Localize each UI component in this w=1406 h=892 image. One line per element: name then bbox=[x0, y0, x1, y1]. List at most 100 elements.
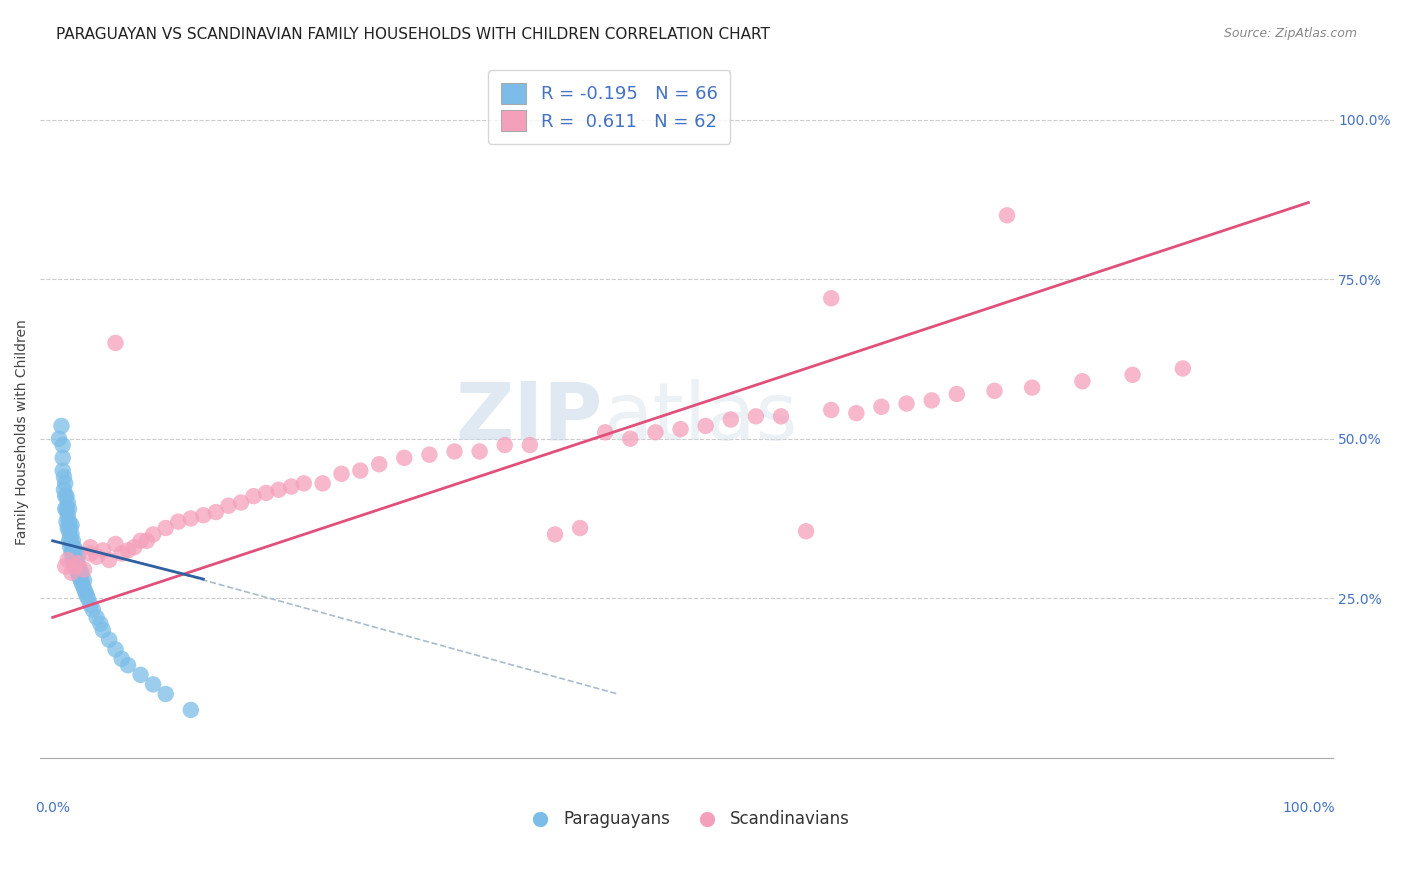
Point bbox=[59, 531, 82, 545]
Point bbox=[983, 384, 1005, 398]
Legend: Paraguayans, Scandinavians: Paraguayans, Scandinavians bbox=[517, 804, 856, 835]
Point bbox=[254, 486, 277, 500]
Point bbox=[845, 406, 868, 420]
Point bbox=[62, 533, 84, 548]
Point bbox=[368, 457, 391, 471]
Point bbox=[65, 543, 87, 558]
Point bbox=[443, 444, 465, 458]
Point bbox=[56, 521, 79, 535]
Point bbox=[820, 403, 842, 417]
Point bbox=[75, 585, 97, 599]
Point bbox=[53, 489, 76, 503]
Point bbox=[53, 559, 76, 574]
Point bbox=[60, 527, 83, 541]
Point bbox=[494, 438, 516, 452]
Point bbox=[117, 658, 139, 673]
Point bbox=[820, 291, 842, 305]
Point bbox=[193, 508, 215, 523]
Point bbox=[129, 668, 152, 682]
Point bbox=[65, 551, 87, 566]
Point bbox=[58, 502, 80, 516]
Point bbox=[58, 524, 80, 539]
Point bbox=[66, 566, 89, 580]
Point bbox=[86, 610, 108, 624]
Point bbox=[65, 554, 87, 568]
Point bbox=[72, 578, 94, 592]
Point bbox=[79, 598, 101, 612]
Point bbox=[98, 553, 121, 567]
Point bbox=[1071, 374, 1094, 388]
Point bbox=[70, 566, 93, 581]
Point bbox=[644, 425, 666, 440]
Point bbox=[59, 540, 82, 554]
Point bbox=[870, 400, 893, 414]
Point bbox=[56, 508, 79, 523]
Point bbox=[63, 540, 86, 554]
Point bbox=[794, 524, 817, 539]
Point bbox=[63, 548, 86, 562]
Point bbox=[55, 515, 77, 529]
Point bbox=[349, 464, 371, 478]
Point bbox=[60, 547, 83, 561]
Point bbox=[65, 559, 87, 574]
Point bbox=[135, 533, 157, 548]
Point bbox=[52, 464, 75, 478]
Point bbox=[1122, 368, 1144, 382]
Point bbox=[73, 582, 96, 596]
Point bbox=[946, 387, 969, 401]
Text: PARAGUAYAN VS SCANDINAVIAN FAMILY HOUSEHOLDS WITH CHILDREN CORRELATION CHART: PARAGUAYAN VS SCANDINAVIAN FAMILY HOUSEH… bbox=[56, 27, 770, 42]
Point bbox=[53, 502, 76, 516]
Point bbox=[229, 495, 252, 509]
Point bbox=[66, 558, 89, 572]
Point bbox=[52, 470, 75, 484]
Point bbox=[48, 432, 70, 446]
Point bbox=[995, 208, 1018, 222]
Point bbox=[111, 652, 134, 666]
Point bbox=[180, 511, 202, 525]
Point bbox=[58, 515, 80, 529]
Point bbox=[51, 418, 73, 433]
Point bbox=[142, 677, 165, 691]
Point bbox=[69, 572, 91, 586]
Point bbox=[117, 543, 139, 558]
Point bbox=[180, 703, 202, 717]
Text: Source: ZipAtlas.com: Source: ZipAtlas.com bbox=[1223, 27, 1357, 40]
Point bbox=[55, 489, 77, 503]
Point bbox=[55, 502, 77, 516]
Point bbox=[67, 569, 90, 583]
Point bbox=[79, 547, 101, 561]
Point bbox=[280, 479, 302, 493]
Point bbox=[619, 432, 641, 446]
Point bbox=[52, 450, 75, 465]
Point bbox=[217, 499, 239, 513]
Point bbox=[73, 574, 96, 588]
Point bbox=[56, 553, 79, 567]
Point bbox=[76, 591, 98, 606]
Point bbox=[669, 422, 692, 436]
Point bbox=[60, 517, 83, 532]
Point bbox=[205, 505, 228, 519]
Point bbox=[1021, 381, 1043, 395]
Point bbox=[86, 549, 108, 564]
Point bbox=[60, 566, 83, 580]
Point bbox=[60, 537, 83, 551]
Point bbox=[52, 483, 75, 497]
Point bbox=[66, 556, 89, 570]
Point bbox=[104, 335, 127, 350]
Point bbox=[98, 632, 121, 647]
Point bbox=[593, 425, 616, 440]
Point bbox=[124, 540, 146, 554]
Point bbox=[62, 553, 84, 567]
Point bbox=[111, 547, 134, 561]
Point bbox=[65, 559, 87, 574]
Point bbox=[745, 409, 768, 424]
Point bbox=[91, 543, 114, 558]
Point bbox=[292, 476, 315, 491]
Point bbox=[76, 588, 98, 602]
Point bbox=[418, 448, 440, 462]
Point bbox=[69, 564, 91, 578]
Point bbox=[129, 533, 152, 548]
Point bbox=[63, 556, 86, 570]
Point bbox=[769, 409, 792, 424]
Point bbox=[104, 642, 127, 657]
